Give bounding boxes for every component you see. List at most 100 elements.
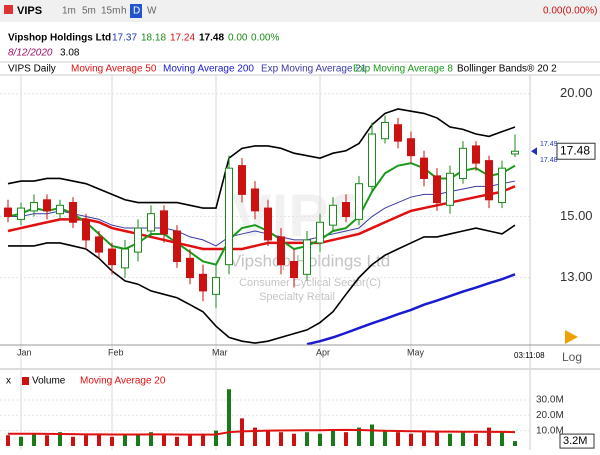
volume-bar [266, 430, 270, 446]
volume-bar [383, 430, 387, 446]
candle-body [238, 165, 246, 195]
volume-bar [201, 433, 205, 446]
volume-bar [162, 435, 166, 446]
play-button[interactable] [565, 330, 578, 344]
close-pane[interactable]: x [6, 376, 11, 387]
volume-bar [253, 427, 257, 446]
candle-body [329, 204, 337, 226]
price-marker: 17.48 [540, 157, 558, 164]
last-price-box [556, 142, 596, 160]
volume-bar [318, 433, 322, 446]
toolbar [0, 0, 600, 22]
indicator-line [306, 273, 516, 345]
y-tick-label: 10.0M [536, 425, 564, 436]
bollinger-upper [7, 108, 516, 209]
last-price-arrow [531, 147, 537, 156]
interval-selected [130, 4, 142, 18]
interval[interactable]: D [133, 6, 140, 17]
price-marker: 17.49 [540, 141, 558, 148]
interval[interactable]: h [121, 6, 127, 17]
candle-body [381, 121, 389, 140]
interval[interactable]: 5m [82, 6, 96, 17]
candle-body [30, 202, 38, 212]
volume-bar [344, 432, 348, 446]
candle-body [485, 160, 493, 201]
volume-bar [97, 433, 101, 446]
volume-bar [357, 427, 361, 446]
y-tick-label: 15.00 [560, 208, 593, 223]
x-tick-label: Feb [108, 347, 124, 357]
volume-bar [461, 432, 465, 446]
indicator-line [8, 180, 516, 247]
legend-item[interactable]: VIPS Daily [8, 64, 56, 75]
candle-body [420, 157, 428, 179]
volume-bar [175, 436, 179, 446]
net-change: 0.00 [228, 33, 248, 44]
watermark: Consumer Cyclical Sector(C) [239, 277, 381, 289]
legend-item[interactable]: Exp Moving Average 21 [261, 64, 367, 75]
legend-item[interactable]: Volume [32, 376, 66, 387]
candle-body [498, 167, 506, 204]
last-price: 17.48 [560, 143, 590, 157]
candle-body [433, 175, 441, 204]
y-tick-label: 13.00 [560, 269, 593, 284]
pct-change: 0.00% [251, 33, 279, 44]
watermark: Specialty Retail [259, 291, 335, 303]
close: 17.48 [199, 33, 224, 44]
y-tick-label: 30.0M [536, 395, 564, 406]
candle-body [121, 248, 129, 269]
legend-item[interactable]: Exp Moving Average 8 [353, 64, 453, 75]
volume-bar [279, 432, 283, 446]
volume-bar [305, 432, 309, 446]
volume-bar [292, 433, 296, 446]
candle-body [173, 230, 181, 262]
volume-bar [110, 436, 114, 446]
candle-body [303, 239, 311, 275]
legend-swatch [22, 377, 29, 385]
candle-body [17, 207, 25, 220]
legend-item[interactable]: Moving Average 50 [71, 64, 157, 75]
candle-body [355, 183, 363, 220]
legend-item[interactable]: Moving Average 200 [163, 64, 254, 75]
volume-bar [331, 430, 335, 446]
volume-bar [84, 435, 88, 446]
interval[interactable]: 1m [62, 6, 76, 17]
volume-label: 3.2M [563, 435, 587, 447]
interval[interactable]: 15m [101, 6, 120, 17]
volume-bar [409, 433, 413, 446]
x-tick-label: May [407, 347, 425, 357]
volume-bar [136, 433, 140, 446]
volume-ma [8, 428, 516, 436]
volume-bar [214, 430, 218, 446]
candle-body [186, 257, 194, 279]
volume-bar [6, 435, 10, 446]
high: 18.18 [141, 33, 166, 44]
volume-bar [71, 436, 75, 446]
candle-body [69, 202, 77, 223]
volume-bar [188, 435, 192, 446]
volume-bar [435, 430, 439, 446]
volume-bar [227, 389, 231, 446]
candle-body [251, 188, 259, 212]
candle-body [511, 150, 519, 155]
legend-item[interactable]: Moving Average 20 [80, 376, 166, 387]
volume-bar [474, 433, 478, 446]
x-tick-label: Apr [316, 347, 330, 357]
candle-body [4, 207, 12, 218]
y-tick-label: 20.00 [560, 85, 593, 100]
interval[interactable]: W [147, 6, 157, 17]
candle-body [368, 133, 376, 187]
candle-body [264, 207, 272, 241]
x-tick-label: Jan [17, 347, 32, 357]
open: 17.37 [112, 33, 137, 44]
volume-bar [45, 435, 49, 446]
candle-body [199, 273, 207, 292]
scale-toggle[interactable]: Log [562, 350, 582, 364]
company-name: Vipshop Holdings Ltd [8, 33, 111, 44]
legend-item[interactable]: Bollinger Bands® 20 2 [457, 64, 557, 75]
indicator-line [7, 185, 516, 251]
candle-body [212, 277, 220, 295]
ticker[interactable]: VIPS [17, 5, 42, 17]
